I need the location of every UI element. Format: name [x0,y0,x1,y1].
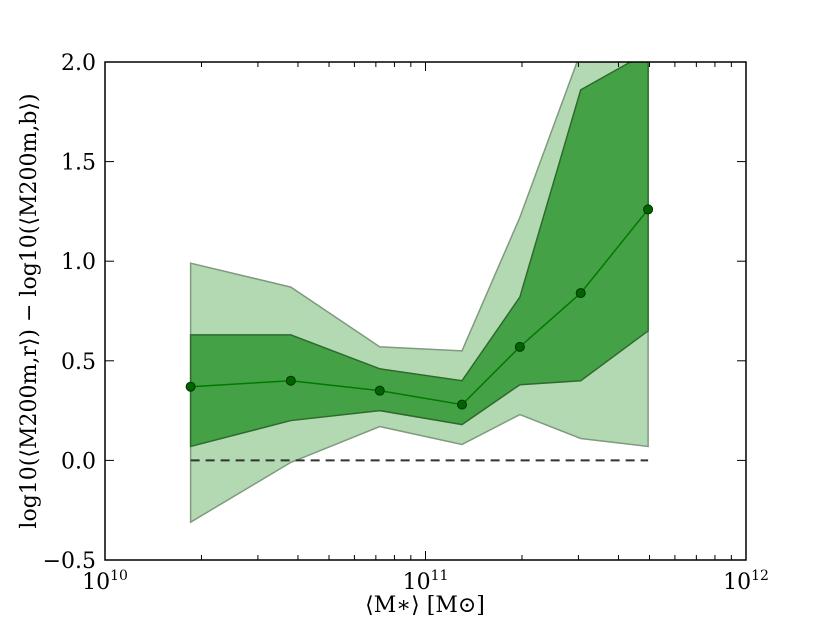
data-point [185,381,196,392]
confidence-bands [189,62,649,524]
y-tick-label: 0.5 [61,350,96,375]
data-point [285,375,296,386]
data-point [374,385,385,396]
data-point [643,204,654,215]
data-point [457,399,468,410]
y-tick-label: 1.5 [61,151,96,176]
inner-band [189,62,649,448]
x-tick-label: 1012 [723,568,769,595]
x-tick-label: 1011 [403,568,449,595]
y-axis-label: log10(⟨M200m,r⟩) − log10(⟨M200m,b⟩) [17,93,42,528]
y-tick-label: 2.0 [61,51,96,76]
median-series [185,204,654,410]
axis-ticks [104,61,747,561]
x-axis-label: ⟨M∗⟩ [M⊙] [365,593,485,618]
y-tick-label: 0.0 [61,449,96,474]
axis-tick-labels: 1010 1011 1012 −0.5 0.0 0.5 1.0 1.5 2.0 [43,51,769,595]
y-tick-label: −0.5 [43,549,96,574]
y-tick-label: 1.0 [61,250,96,275]
x-tick-label: 1010 [82,568,128,595]
data-point [514,341,525,352]
data-point [575,288,586,299]
